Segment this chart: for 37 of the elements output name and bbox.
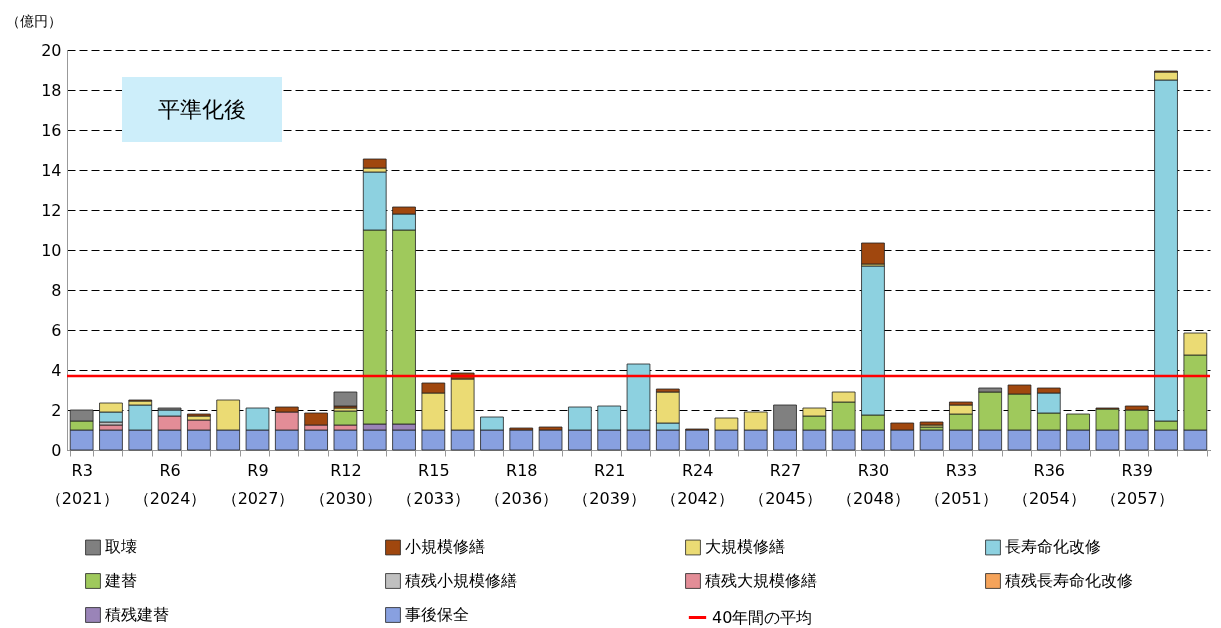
x-tick-label: R18 （2036） (485, 460, 559, 508)
legend-label: 40年間の平均 (712, 607, 813, 627)
y-tick-label: 10 (41, 240, 62, 260)
x-tick-label: R27 （2045） (749, 460, 822, 508)
y-tick-label: 4 (51, 360, 62, 380)
y-tick-label: 20 (41, 40, 62, 60)
x-tick-label: R3 （2021） (45, 460, 119, 508)
y-tick-label: 8 (51, 280, 62, 300)
y-tick-label: 18 (41, 80, 62, 100)
x-tick-label: R39 （2057） (1100, 460, 1174, 508)
y-tick-label: 6 (51, 320, 62, 340)
legend-label: 積残長寿命化改修 (1005, 571, 1133, 590)
x-tick-label: R36 （2054） (1012, 460, 1086, 508)
legend-label: 長寿命化改修 (1005, 537, 1101, 557)
x-tick-label: R24 （2042） (661, 460, 734, 508)
legend-label: 小規模修繕 (405, 537, 485, 557)
y-tick-label: 14 (41, 160, 62, 180)
legend-label: 事後保全 (405, 605, 469, 624)
x-tick-label: R21 （2039） (573, 460, 647, 508)
legend-label: 取壊 (105, 537, 137, 557)
legend-label: 積残建替 (105, 605, 169, 624)
note-box: 平準化後 (122, 77, 282, 142)
legend-label: 積残小規模修繕 (405, 571, 517, 590)
legend-label: 積残大規模修繕 (705, 571, 817, 590)
x-tick-label: R12 （2030） (309, 460, 383, 508)
x-tick-label: R9 （2027） (221, 460, 295, 508)
x-tick-label: R15 （2033） (397, 460, 471, 508)
y-tick-label: 12 (41, 200, 62, 220)
legend-label: 大規模修繕 (705, 537, 785, 557)
y-tick-label: 16 (41, 120, 62, 140)
y-axis-title: （億円） (5, 12, 62, 29)
x-tick-label: R6 （2024） (133, 460, 207, 508)
x-tick-label: R30 （2048） (837, 460, 910, 508)
y-tick-label: 0 (51, 440, 62, 460)
y-tick-label: 2 (51, 400, 62, 420)
x-tick-label: R33 （2051） (925, 460, 998, 508)
legend-label: 建替 (104, 571, 137, 590)
